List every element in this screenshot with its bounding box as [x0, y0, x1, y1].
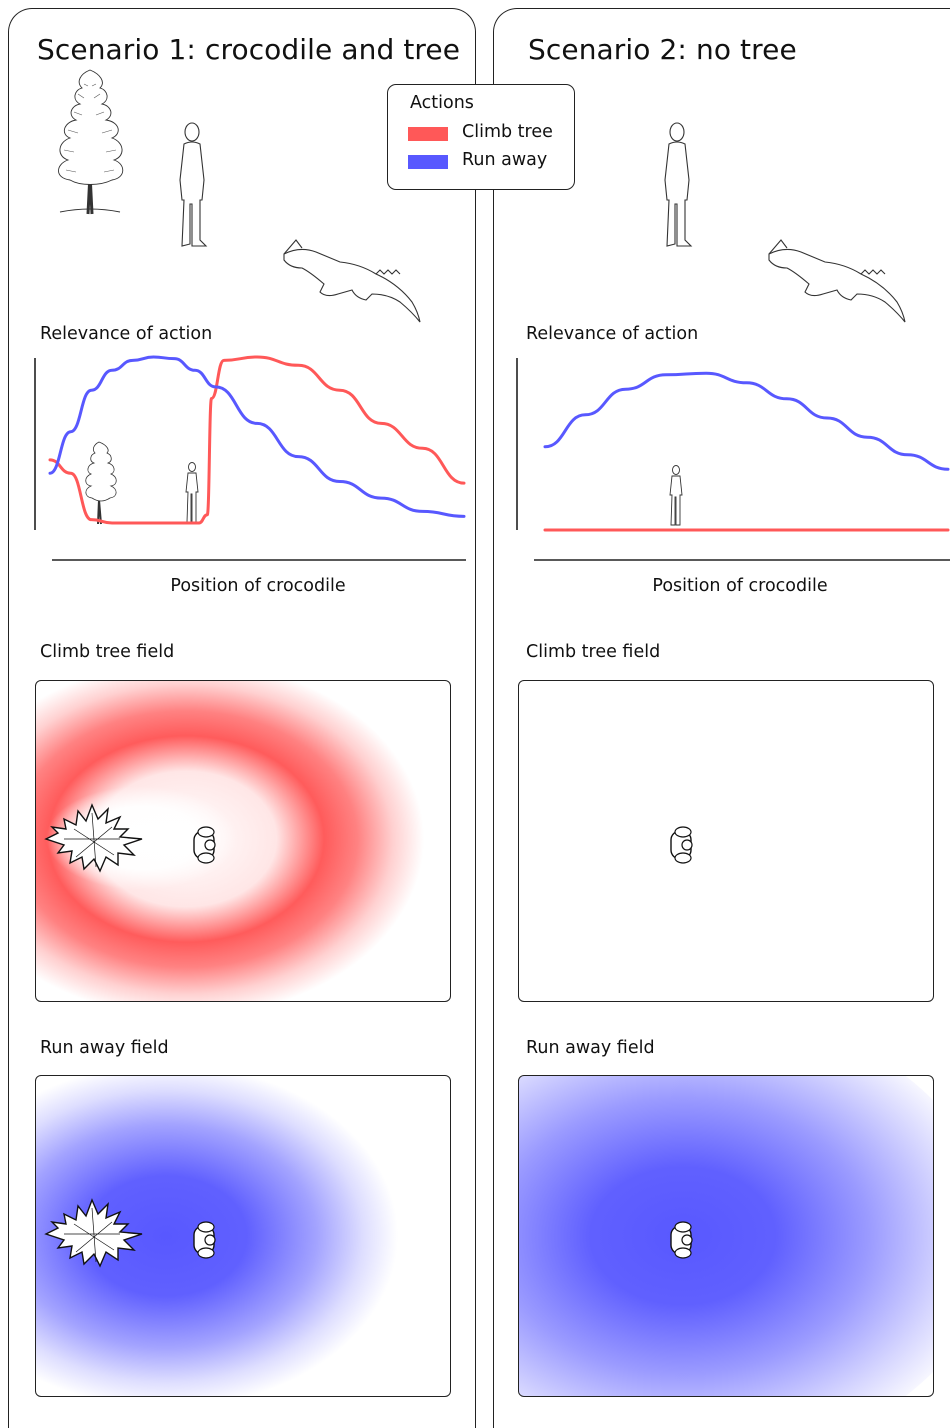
series-line-climb-tree — [48, 355, 466, 525]
tree-mini-icon — [85, 441, 117, 525]
legend-swatch — [408, 155, 448, 169]
series-line-run-away — [543, 371, 950, 471]
climb-tree-field-1 — [35, 680, 451, 1002]
relevance-chart-2 — [516, 358, 950, 561]
climb-tree-field-label: Climb tree field — [40, 642, 175, 662]
panel-title: Scenario 2: no tree — [528, 33, 797, 66]
run-away-field-2 — [518, 1075, 934, 1397]
person-mini-icon — [185, 462, 199, 523]
crocodile-icon — [283, 239, 421, 323]
x-axis-label: Position of crocodile — [652, 576, 828, 596]
relevance-label: Relevance of action — [40, 324, 213, 344]
climb-tree-field-label: Climb tree field — [526, 642, 661, 662]
legend-title: Actions — [410, 93, 474, 113]
scenario-1-panel: Scenario 1: crocodile and tree — [8, 8, 476, 1428]
relevance-label: Relevance of action — [526, 324, 699, 344]
tree-top-view-icon — [44, 803, 143, 873]
standing-person-icon — [664, 122, 693, 247]
legend-label: Climb tree — [462, 122, 553, 142]
legend-swatch — [408, 127, 448, 141]
x-axis-label: Position of crocodile — [170, 576, 346, 596]
person-top-view-icon — [670, 1221, 693, 1259]
run-away-field-label: Run away field — [40, 1038, 169, 1058]
relevance-chart-1 — [34, 355, 466, 561]
legend-label: Run away — [462, 150, 548, 170]
tree-icon — [58, 69, 124, 215]
series-line-run-away — [48, 355, 466, 518]
climb-tree-field-2 — [518, 680, 934, 1002]
legend: Actions Climb tree Run away — [387, 84, 575, 190]
tree-top-view-icon — [44, 1198, 143, 1268]
run-away-field-label: Run away field — [526, 1038, 655, 1058]
scenario-2-panel: Scenario 2: no tree — [493, 8, 950, 1428]
panel-title: Scenario 1: crocodile and tree — [37, 33, 461, 66]
person-top-view-icon — [193, 1221, 216, 1259]
standing-person-icon — [179, 122, 208, 247]
crocodile-icon — [768, 239, 906, 323]
run-away-field-1 — [35, 1075, 451, 1397]
person-top-view-icon — [670, 826, 693, 864]
person-top-view-icon — [193, 826, 216, 864]
person-mini-icon — [669, 465, 683, 526]
